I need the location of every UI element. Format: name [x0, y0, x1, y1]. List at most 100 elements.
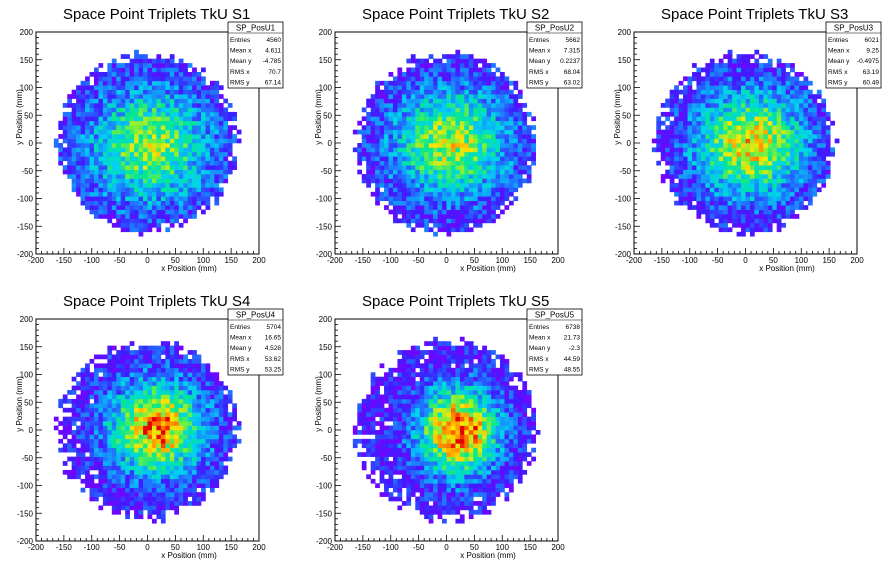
heatmap-cell — [156, 474, 162, 480]
heatmap-cell — [468, 125, 474, 130]
heatmap-cell — [147, 376, 153, 382]
heatmap-cell — [718, 209, 724, 215]
heatmap-cell — [674, 111, 679, 117]
heatmap-cell — [129, 496, 135, 502]
heatmap-cell — [763, 205, 769, 210]
heatmap-cell — [156, 205, 162, 210]
heatmap-cell — [169, 478, 175, 484]
heatmap-cell — [714, 138, 720, 144]
heatmap-cell — [134, 461, 139, 466]
stats-label: RMS x — [828, 69, 848, 76]
heatmap-cell — [513, 143, 519, 148]
heatmap-cell — [375, 98, 380, 104]
heatmap-cell — [178, 363, 184, 369]
heatmap-cell — [772, 182, 778, 188]
heatmap-cell — [183, 376, 188, 382]
heatmap-cell — [165, 452, 171, 457]
heatmap-cell — [705, 214, 711, 219]
heatmap-cell — [428, 71, 434, 77]
heatmap-cell — [53, 425, 59, 431]
heatmap-cell — [455, 187, 461, 193]
heatmap-cell — [71, 116, 77, 122]
heatmap-cell — [482, 67, 487, 73]
heatmap-cell — [812, 169, 818, 175]
heatmap-cell — [745, 182, 751, 188]
heatmap-cell — [214, 174, 220, 179]
heatmap-cell — [687, 200, 693, 206]
y-tick-label: 150 — [618, 56, 632, 65]
heatmap-cell — [125, 403, 130, 409]
heatmap-cell — [450, 205, 456, 210]
heatmap-cell — [442, 125, 447, 130]
heatmap-cell — [156, 89, 162, 95]
heatmap-cell — [656, 125, 662, 130]
heatmap-cell — [218, 138, 224, 144]
heatmap-cell — [361, 107, 367, 113]
heatmap-cell — [513, 138, 519, 144]
heatmap-cell — [723, 200, 728, 206]
heatmap-cell — [741, 54, 746, 59]
heatmap-cell — [500, 209, 505, 215]
heatmap-cell — [428, 169, 434, 175]
heatmap-cell — [85, 165, 90, 170]
heatmap-cell — [459, 196, 465, 202]
heatmap-cell — [736, 67, 742, 73]
heatmap-cell — [803, 138, 809, 144]
heatmap-cell — [392, 138, 398, 144]
heatmap-cell — [138, 469, 144, 475]
heatmap-cell — [446, 107, 452, 113]
heatmap-cell — [160, 385, 166, 391]
heatmap-cell — [107, 416, 113, 422]
heatmap-cell — [749, 63, 755, 68]
heatmap-cell — [727, 94, 733, 99]
heatmap-cell — [160, 76, 166, 82]
heatmap-cell — [406, 134, 412, 139]
heatmap-cell — [120, 111, 126, 117]
heatmap-cell — [678, 182, 684, 188]
heatmap-cell — [125, 80, 130, 86]
heatmap-cell — [500, 125, 505, 130]
heatmap-cell — [419, 67, 425, 73]
heatmap-cell — [799, 71, 804, 77]
heatmap-cell — [107, 367, 113, 373]
heatmap-cell — [107, 160, 113, 166]
heatmap-cell — [134, 205, 139, 210]
heatmap-cell — [205, 169, 211, 175]
heatmap-cell — [714, 107, 720, 113]
heatmap-cell — [116, 363, 122, 369]
heatmap-cell — [424, 143, 429, 148]
heatmap-cell — [125, 412, 130, 417]
heatmap-cell — [464, 138, 470, 144]
heatmap-cell — [406, 200, 412, 206]
stats-value: -0.4975 — [857, 58, 879, 65]
heatmap-cell — [727, 120, 733, 126]
heatmap-cell — [174, 165, 180, 170]
heatmap-cell — [71, 434, 77, 440]
heatmap-cell — [531, 125, 536, 130]
y-tick-label: 100 — [319, 84, 333, 93]
heatmap-cell — [392, 182, 398, 188]
heatmap-cell — [107, 214, 113, 219]
heatmap-cell — [102, 71, 108, 77]
heatmap-cell — [464, 116, 470, 122]
heatmap-cell — [178, 151, 184, 157]
heatmap-cell — [437, 129, 443, 135]
heatmap-cell — [116, 143, 122, 148]
heatmap-cell — [428, 98, 434, 104]
heatmap-cell — [71, 160, 77, 166]
heatmap-cell — [107, 469, 113, 475]
heatmap-cell — [767, 85, 773, 91]
heatmap-cell — [678, 187, 684, 193]
heatmap-cell — [187, 116, 193, 122]
heatmap-cell — [107, 412, 113, 417]
heatmap-cell — [459, 67, 465, 73]
heatmap-cell — [410, 94, 416, 99]
heatmap-cell — [517, 107, 523, 113]
heatmap-cell — [455, 63, 461, 68]
heatmap-cell — [517, 89, 523, 95]
heatmap-cell — [129, 156, 135, 162]
x-tick-label: -200 — [28, 256, 45, 265]
heatmap-cell — [745, 214, 751, 219]
heatmap-cell — [370, 134, 376, 139]
heatmap-cell — [754, 125, 760, 130]
